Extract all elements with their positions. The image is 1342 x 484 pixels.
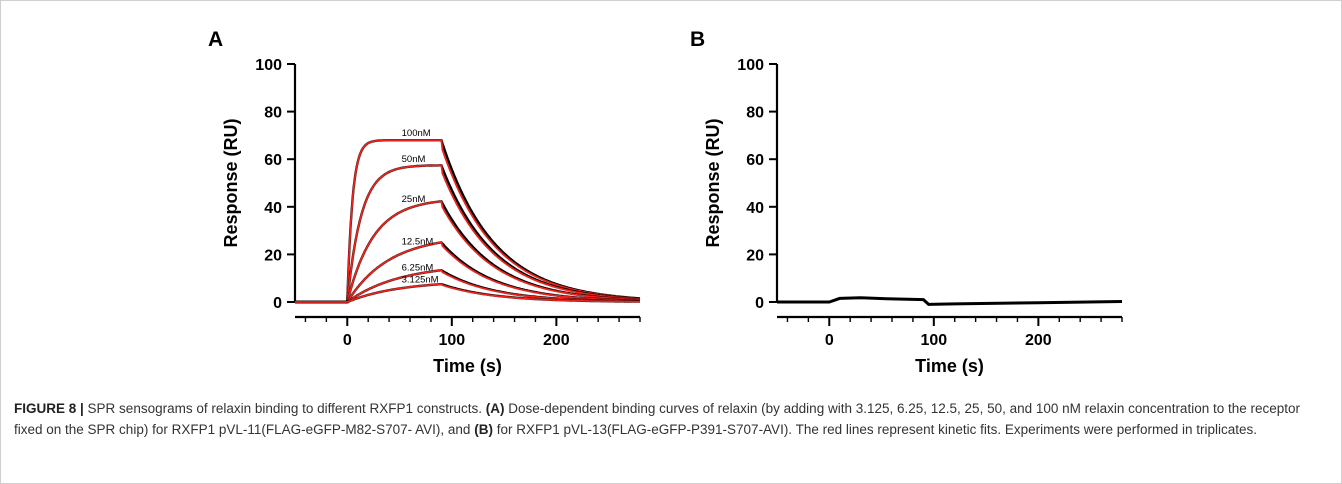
x-axis-title: Time (s) [915, 356, 984, 376]
caption-part-2: Dose-dependent binding curves of relaxin… [14, 401, 1301, 437]
data-curve [777, 296, 1123, 306]
panel-label-a: A [208, 28, 223, 51]
y-axis-title: Response (RU) [703, 118, 723, 247]
curve-label-3.125nM: 3.125nM [402, 274, 439, 285]
y-tick-label: 0 [755, 295, 764, 312]
curve-label-50nM: 50nM [402, 154, 426, 165]
y-tick-label: 80 [264, 105, 282, 122]
caption-part-0: SPR sensograms of relaxin binding to dif… [83, 401, 486, 416]
curve-label-12.5nM: 12.5nM [402, 236, 434, 247]
figure-number: FIGURE 8 | [14, 401, 84, 416]
y-tick-label: 40 [746, 200, 764, 217]
fit-curve-12.5nM [295, 241, 640, 303]
caption-part-4: for RXFP1 pVL-13(FLAG-eGFP-P391-S707-AVI… [492, 422, 1258, 437]
caption-part-3: (B) [474, 422, 493, 437]
panel-label-b: B [690, 28, 705, 51]
plot-area [777, 296, 1123, 306]
caption-body: SPR sensograms of relaxin binding to dif… [14, 401, 1300, 437]
y-tick-label: 80 [746, 105, 764, 122]
figure-caption: FIGURE 8 | SPR sensograms of relaxin bin… [14, 398, 1324, 440]
y-tick-label: 100 [737, 57, 764, 74]
fit-curve-3.125nM [295, 283, 640, 303]
y-tick-label: 100 [255, 57, 282, 74]
y-tick-label: 60 [264, 152, 282, 169]
x-tick-label: 0 [343, 332, 352, 349]
caption-part-1: (A) [485, 401, 505, 416]
curve-label-6.25nM: 6.25nM [402, 262, 434, 273]
x-tick-label: 200 [1025, 332, 1052, 349]
x-axis-title: Time (s) [433, 356, 502, 376]
x-tick-label: 100 [438, 332, 465, 349]
x-tick-label: 200 [543, 332, 570, 349]
y-tick-label: 60 [746, 152, 764, 169]
x-tick-label: 100 [920, 332, 947, 349]
fit-curve-50nM [295, 164, 641, 303]
fit-curve-25nM [295, 200, 640, 303]
y-tick-label: 0 [273, 295, 282, 312]
y-tick-label: 20 [264, 247, 282, 264]
y-axis-title: Response (RU) [221, 118, 241, 247]
y-tick-label: 40 [264, 200, 282, 217]
curve-label-25nM: 25nM [402, 194, 426, 205]
panel-b-chart: B 0 20 40 60 80 100 Response (RU) 0 100 200 Time (s… [690, 28, 1123, 376]
curve-label-100nM: 100nM [402, 128, 431, 139]
panel-a-chart: A 0 20 40 60 80 100 Response (RU) 0 100 200 Time (s… [208, 28, 641, 376]
y-tick-label: 20 [746, 247, 764, 264]
x-tick-label: 0 [825, 332, 834, 349]
